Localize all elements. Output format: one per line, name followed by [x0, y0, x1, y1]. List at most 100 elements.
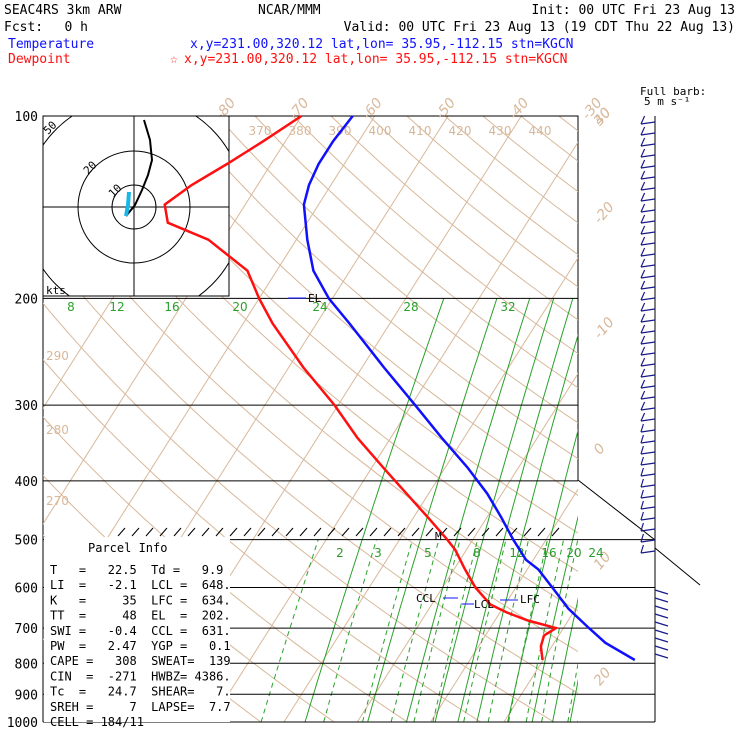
theta-label: 370	[249, 124, 272, 138]
parcel-info-row: T = 22.5 Td = 9.9	[50, 563, 223, 577]
isotherm-label: 20	[591, 665, 615, 689]
dry-adiabat-line	[330, 116, 578, 321]
wind-barb-flag	[640, 335, 646, 345]
isobar-hatch	[551, 527, 560, 537]
wind-barb	[640, 231, 656, 235]
wind-barb-flag	[640, 500, 644, 510]
moist-adiabat-line	[413, 539, 461, 722]
dewpoint-legend-info: x,y=231.00,320.12 lat,lon= 35.95,-112.15…	[184, 52, 568, 67]
isobar-hatch	[299, 527, 308, 537]
isobar-hatch	[285, 527, 294, 537]
parcel-info-row: K = 35 LFC = 634.	[50, 593, 231, 607]
pressure-tick-label: 400	[15, 475, 38, 490]
wind-barb	[640, 143, 656, 147]
barb-key-title: Full barb:	[640, 85, 706, 98]
wind-barb-flag	[640, 214, 646, 224]
corner-edge	[654, 547, 701, 586]
wind-barb	[654, 613, 669, 619]
wind-barb-flag	[640, 170, 646, 180]
wind-barb-flag	[640, 313, 646, 323]
mixing-ratio-label: 16	[541, 546, 556, 560]
isobar-hatch	[131, 527, 140, 537]
mixing-ratio-label: 16	[164, 300, 179, 314]
wind-barb	[640, 275, 656, 279]
wind-barb-flag	[640, 302, 646, 312]
wind-barb	[640, 176, 656, 180]
wind-barb-flag	[640, 148, 646, 158]
moist-adiabat-line	[390, 539, 440, 722]
wind-barb-flag	[640, 126, 646, 136]
parcel-info-row: SREH = 7 LAPSE= 7.7	[50, 700, 231, 714]
wind-barb-flag	[640, 544, 644, 554]
wind-barb-column	[640, 115, 669, 722]
wind-barb-flag	[640, 379, 646, 389]
wind-barb-flag	[640, 423, 644, 433]
pressure-tick-label: 600	[15, 582, 38, 597]
isobar-hatch	[495, 527, 504, 537]
wind-barb-flag	[640, 445, 644, 455]
wind-barb	[640, 132, 656, 136]
wind-barb-flag	[640, 115, 646, 125]
wind-barb	[640, 165, 656, 169]
center-title: NCAR/MMM	[258, 3, 321, 18]
isotherm-line	[283, 256, 578, 722]
wind-barb-flag	[640, 203, 646, 213]
mixing-ratio-label: 20	[232, 300, 247, 314]
hodograph-inset: 50 20 10 kts	[41, 115, 230, 297]
parcel-info-row: CELL = 184/11	[50, 715, 144, 729]
isobar-hatch	[327, 527, 336, 537]
wind-barb	[640, 407, 656, 411]
isobar-hatch	[481, 527, 490, 537]
isotherm-line	[43, 116, 302, 525]
wind-barb-flag	[640, 467, 644, 477]
m-marker: M	[435, 530, 442, 543]
isotherm-line	[356, 372, 578, 722]
wind-barb	[640, 154, 656, 158]
wind-barb	[654, 645, 669, 651]
wind-barb-flag	[640, 247, 646, 257]
wind-barb-flag	[640, 456, 644, 466]
isobar-hatch	[271, 527, 280, 537]
wind-barb-flag	[640, 269, 646, 279]
dry-adiabat-line	[140, 116, 578, 496]
wind-barb-flag	[640, 511, 644, 521]
parcel-info-row: SWI = -0.4 CCL = 631.	[50, 624, 231, 638]
moist-adiabat-line	[323, 539, 377, 722]
wind-barb	[640, 286, 656, 290]
wind-barb	[640, 451, 656, 455]
isobar-hatch	[173, 527, 182, 537]
wind-barb-flag	[640, 522, 644, 532]
isobar-hatch	[467, 527, 476, 537]
wind-barb	[640, 473, 656, 477]
mixing-ratio-label: 32	[500, 300, 515, 314]
mixing-ratio-label: 28	[403, 300, 418, 314]
dewpoint-legend-label: Dewpoint	[8, 52, 71, 67]
dry-adiabat-line	[43, 302, 555, 722]
isobar-hatch	[369, 527, 378, 537]
wind-barb-flag	[640, 368, 646, 378]
isotherm-label: 0	[591, 441, 609, 458]
isobar-hatch	[313, 527, 322, 537]
dry-adiabat-line	[292, 116, 578, 355]
isobar-hatch	[453, 527, 462, 537]
mixing-ratio-grid	[260, 298, 578, 722]
theta-label: 380	[289, 124, 312, 138]
mixing-ratio-label: 8	[473, 546, 481, 560]
isotherm-line	[430, 488, 578, 722]
mixing-ratio-line	[457, 298, 574, 722]
isobar-hatch	[117, 527, 126, 537]
wind-barb	[640, 220, 656, 224]
isobar-hatch	[243, 527, 252, 537]
mixing-ratio-line	[552, 597, 578, 722]
wind-barb	[640, 187, 656, 191]
wind-barb-flag	[640, 159, 646, 169]
barb-key-units: 5 m s⁻¹	[644, 95, 690, 108]
wind-barb-flag	[640, 324, 646, 334]
star-icon: ☆	[170, 52, 178, 67]
wind-barb	[640, 374, 656, 378]
theta-label: 270	[46, 494, 69, 508]
wind-barb	[654, 629, 669, 635]
mixing-ratio-label: 12	[109, 300, 124, 314]
mixing-ratio-line	[476, 333, 578, 722]
